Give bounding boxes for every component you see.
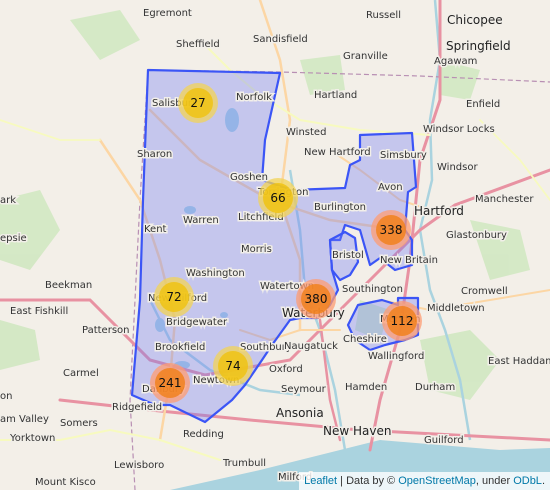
cluster-count: 66 bbox=[270, 191, 285, 205]
region-litchfield[interactable] bbox=[130, 68, 418, 424]
marker-clusters[interactable]: 27 66 338 72 380 112 bbox=[150, 83, 422, 403]
label-yorktown: Yorktown bbox=[9, 433, 55, 444]
label-trumbull: Trumbull bbox=[222, 458, 266, 469]
label-new-haven: New Haven bbox=[323, 424, 391, 438]
cluster-core bbox=[387, 306, 417, 336]
openstreetmap-link[interactable]: OpenStreetMap bbox=[398, 475, 476, 487]
attribution-text: , under bbox=[475, 475, 514, 487]
odbl-link[interactable]: ODbL bbox=[513, 475, 542, 487]
label-brookfield: Brookfield bbox=[155, 342, 205, 353]
cluster-count: 338 bbox=[380, 223, 403, 237]
label-beekman: Beekman bbox=[45, 280, 92, 291]
label-hartford: Hartford bbox=[414, 204, 464, 218]
region-bristol[interactable] bbox=[328, 230, 360, 282]
label-ridgefield: Ridgefield bbox=[112, 402, 162, 413]
cluster-core bbox=[263, 183, 293, 213]
cluster-count: 241 bbox=[159, 376, 182, 390]
label-sharon: Sharon bbox=[137, 149, 172, 160]
label-lewisboro: Lewisboro bbox=[114, 460, 164, 471]
cluster-count: 27 bbox=[190, 96, 205, 110]
label-oxford: Oxford bbox=[269, 364, 303, 375]
label-bridgewater: Bridgewater bbox=[166, 317, 228, 328]
cluster-hartford[interactable]: 338 bbox=[371, 210, 411, 250]
cluster-core bbox=[183, 88, 213, 118]
cluster-core bbox=[159, 282, 189, 312]
label-sandisfield: Sandisfield bbox=[253, 34, 308, 45]
cluster-count: 380 bbox=[305, 292, 328, 306]
label-ansonia: Ansonia bbox=[276, 406, 324, 420]
label-norfolk: Norfolk bbox=[236, 92, 272, 103]
cluster-newtown[interactable]: 74 bbox=[213, 346, 253, 386]
cluster-core bbox=[376, 215, 406, 245]
cluster-core bbox=[301, 284, 331, 314]
cluster-core bbox=[218, 351, 248, 381]
cluster-count: 112 bbox=[391, 314, 414, 328]
label-east-fishkill: East Fishkill bbox=[10, 306, 68, 317]
label-avon: Avon bbox=[378, 182, 403, 193]
label-burlington: Burlington bbox=[314, 202, 366, 213]
label-washington: Washington bbox=[186, 268, 245, 279]
label-springfield: Springfield bbox=[446, 39, 511, 53]
label-carmel: Carmel bbox=[63, 368, 99, 379]
lakes bbox=[155, 108, 267, 369]
label-simsbury: Simsbury bbox=[380, 150, 427, 161]
major-roads bbox=[0, 0, 550, 461]
label-east-haddam: East Haddam bbox=[488, 356, 550, 367]
label-enfield: Enfield bbox=[466, 99, 500, 110]
label-winsted: Winsted bbox=[286, 127, 326, 138]
label-manchester: Manchester bbox=[475, 194, 534, 205]
label-middletown: Middletown bbox=[427, 303, 485, 314]
label-chicopee: Chicopee bbox=[447, 13, 503, 27]
label-pepsie: epsie bbox=[0, 233, 27, 244]
label-goshen: Goshen bbox=[230, 172, 268, 183]
label-naugatuck: Naugatuck bbox=[284, 341, 338, 352]
label-bristol: Bristol bbox=[332, 250, 364, 261]
label-mount-kisco: Mount Kisco bbox=[35, 477, 96, 488]
label-windsor-locks: Windsor Locks bbox=[423, 124, 495, 135]
label-new-hartford: New Hartford bbox=[304, 147, 371, 158]
label-redding: Redding bbox=[183, 429, 224, 440]
label-ark: ark bbox=[0, 195, 16, 206]
label-new-britain: New Britain bbox=[380, 255, 438, 266]
label-wallingford: Wallingford bbox=[368, 351, 424, 362]
cluster-count: 72 bbox=[166, 290, 181, 304]
green-areas bbox=[0, 10, 530, 400]
attribution-text: . bbox=[541, 475, 545, 487]
label-warren: Warren bbox=[183, 215, 219, 226]
label-cromwell: Cromwell bbox=[461, 286, 508, 297]
cluster-meriden[interactable]: 112 bbox=[382, 301, 422, 341]
label-russell: Russell bbox=[366, 10, 401, 21]
label-seymour: Seymour bbox=[281, 384, 327, 395]
cluster-torrington[interactable]: 66 bbox=[258, 178, 298, 218]
cluster-count: 74 bbox=[225, 359, 240, 373]
label-am-valley: am Valley bbox=[0, 414, 49, 425]
label-egremont: Egremont bbox=[143, 8, 192, 19]
label-granville: Granville bbox=[343, 51, 388, 62]
label-glastonbury: Glastonbury bbox=[446, 230, 507, 241]
label-sheffield: Sheffield bbox=[176, 39, 220, 50]
label-southbury: Southbury bbox=[240, 342, 292, 353]
label-somers: Somers bbox=[60, 418, 98, 429]
label-patterson: Patterson bbox=[82, 325, 129, 336]
label-guilford: Guilford bbox=[424, 435, 464, 446]
cluster-new-milford[interactable]: 72 bbox=[154, 277, 194, 317]
cluster-salisbury[interactable]: 27 bbox=[178, 83, 218, 123]
label-windsor: Windsor bbox=[437, 162, 478, 173]
label-hartland: Hartland bbox=[314, 90, 357, 101]
label-on: on bbox=[0, 391, 12, 402]
label-agawam: Agawam bbox=[434, 56, 477, 67]
cluster-core bbox=[155, 368, 185, 398]
attribution-bar: Leaflet | Data by © OpenStreetMap, under… bbox=[299, 472, 550, 490]
label-kent: Kent bbox=[144, 224, 167, 235]
attribution-text: | Data by © bbox=[337, 475, 399, 487]
cluster-waterbury[interactable]: 380 bbox=[296, 279, 336, 319]
label-morris: Morris bbox=[241, 244, 272, 255]
label-southington: Southington bbox=[342, 284, 403, 295]
label-cheshire: Cheshire bbox=[343, 334, 387, 345]
cluster-danbury[interactable]: 241 bbox=[150, 363, 190, 403]
leaflet-link[interactable]: Leaflet bbox=[304, 475, 338, 487]
label-hamden: Hamden bbox=[345, 382, 387, 393]
label-durham: Durham bbox=[415, 382, 455, 393]
